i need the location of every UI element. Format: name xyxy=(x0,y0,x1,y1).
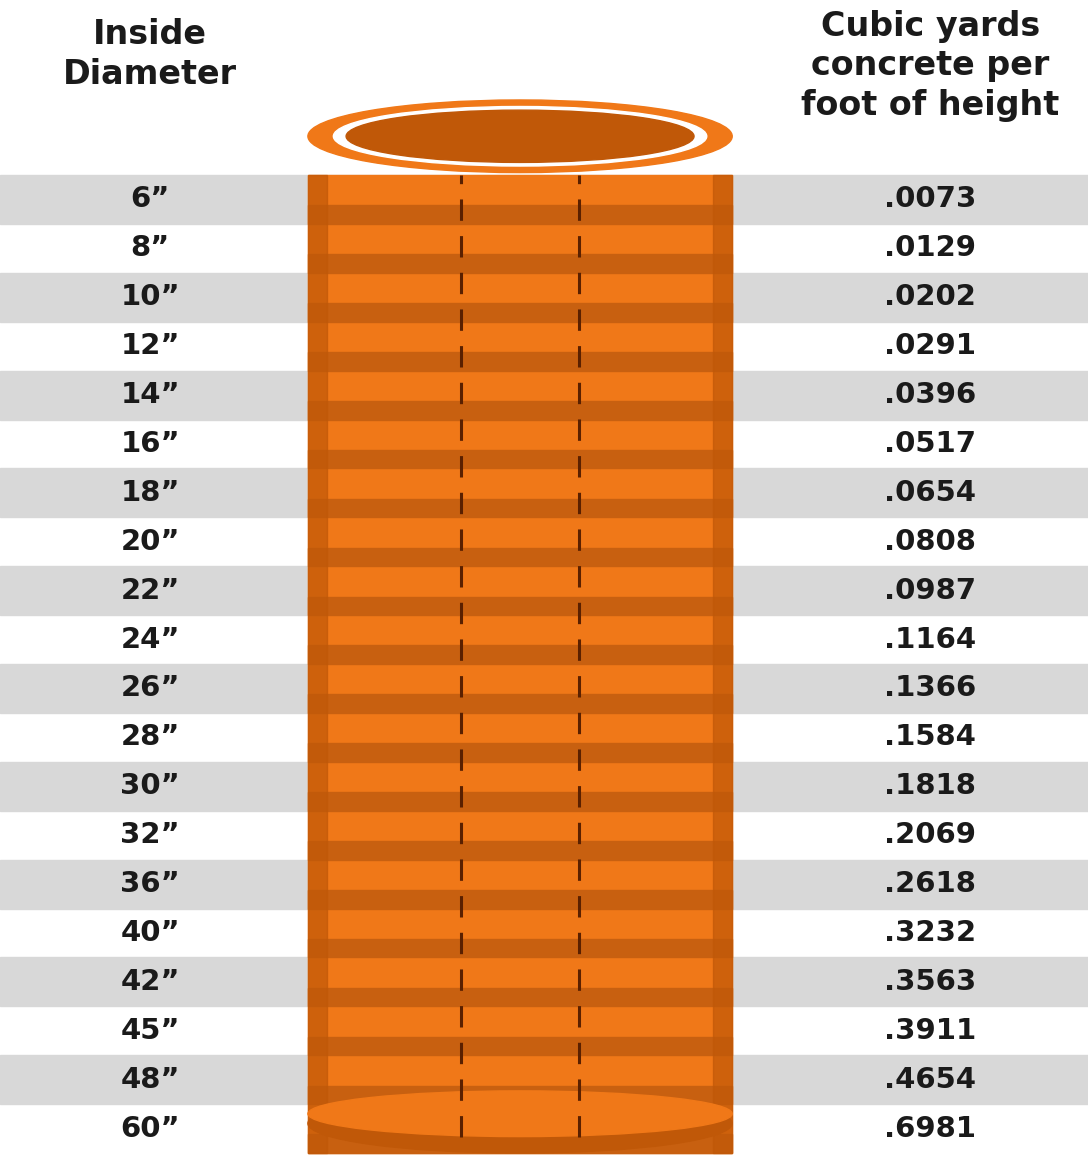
Ellipse shape xyxy=(308,1093,732,1153)
Bar xyxy=(308,1037,732,1055)
Text: 6”: 6” xyxy=(131,186,170,214)
Bar xyxy=(308,175,732,1153)
Bar xyxy=(308,548,732,566)
Bar xyxy=(308,694,732,712)
Bar xyxy=(308,450,732,468)
Text: .1164: .1164 xyxy=(885,626,976,654)
Bar xyxy=(0,860,1088,909)
Bar xyxy=(308,499,732,517)
Text: 40”: 40” xyxy=(121,919,180,947)
Bar xyxy=(0,1055,1088,1104)
Text: .3563: .3563 xyxy=(885,968,976,996)
Bar xyxy=(308,255,732,273)
Text: .0202: .0202 xyxy=(885,284,976,311)
Text: .0291: .0291 xyxy=(885,332,976,360)
Text: 20”: 20” xyxy=(121,528,180,556)
Text: Inside
Diameter: Inside Diameter xyxy=(63,18,237,90)
Bar xyxy=(308,890,732,909)
Text: 12”: 12” xyxy=(121,332,180,360)
Bar xyxy=(308,597,732,616)
Bar xyxy=(308,304,732,321)
Text: .0808: .0808 xyxy=(885,528,976,556)
Ellipse shape xyxy=(308,1091,732,1136)
Bar xyxy=(308,841,732,860)
Text: 24”: 24” xyxy=(121,626,180,654)
Text: .0987: .0987 xyxy=(885,577,976,605)
Text: 22”: 22” xyxy=(121,577,180,605)
Text: 48”: 48” xyxy=(121,1065,180,1093)
Ellipse shape xyxy=(346,110,694,162)
Bar xyxy=(0,566,1088,616)
Text: .6981: .6981 xyxy=(885,1114,976,1142)
Ellipse shape xyxy=(333,106,707,166)
Text: 42”: 42” xyxy=(121,968,180,996)
Bar xyxy=(0,663,1088,712)
Bar xyxy=(0,370,1088,419)
Text: .0654: .0654 xyxy=(885,479,976,507)
Bar xyxy=(0,762,1088,811)
Bar xyxy=(0,958,1088,1007)
Bar xyxy=(0,468,1088,517)
Text: 32”: 32” xyxy=(121,821,180,849)
Text: 10”: 10” xyxy=(121,284,180,311)
Text: 8”: 8” xyxy=(131,235,170,263)
Text: 36”: 36” xyxy=(121,870,180,898)
Text: .3911: .3911 xyxy=(885,1017,976,1044)
Bar xyxy=(308,743,732,762)
Text: .0396: .0396 xyxy=(885,381,976,409)
Bar xyxy=(0,175,1088,224)
Text: .3232: .3232 xyxy=(885,919,976,947)
Text: 26”: 26” xyxy=(121,674,180,702)
Text: 30”: 30” xyxy=(121,772,180,800)
Bar xyxy=(0,273,1088,321)
Bar xyxy=(308,1134,732,1153)
Text: Cubic yards
concrete per
foot of height: Cubic yards concrete per foot of height xyxy=(801,11,1060,121)
Text: 16”: 16” xyxy=(121,430,180,458)
Bar xyxy=(308,206,732,224)
Bar xyxy=(308,988,732,1007)
Bar xyxy=(308,175,327,1153)
Text: 28”: 28” xyxy=(121,723,180,751)
Text: .0129: .0129 xyxy=(885,235,976,263)
Bar xyxy=(713,175,732,1153)
Text: 45”: 45” xyxy=(121,1017,180,1044)
Text: .0517: .0517 xyxy=(885,430,976,458)
Bar xyxy=(308,939,732,958)
Text: .4654: .4654 xyxy=(885,1065,976,1093)
Text: .0073: .0073 xyxy=(885,186,976,214)
Bar xyxy=(308,352,732,370)
Text: .2069: .2069 xyxy=(885,821,976,849)
Text: 18”: 18” xyxy=(121,479,180,507)
Bar xyxy=(308,1085,732,1104)
Text: .1818: .1818 xyxy=(885,772,976,800)
Bar xyxy=(308,646,732,663)
Ellipse shape xyxy=(308,100,732,173)
Bar xyxy=(308,792,732,811)
Text: 14”: 14” xyxy=(121,381,180,409)
Text: .1366: .1366 xyxy=(885,674,976,702)
Text: .2618: .2618 xyxy=(885,870,976,898)
Text: .1584: .1584 xyxy=(885,723,976,751)
Text: 60”: 60” xyxy=(121,1114,180,1142)
Bar xyxy=(308,401,732,419)
